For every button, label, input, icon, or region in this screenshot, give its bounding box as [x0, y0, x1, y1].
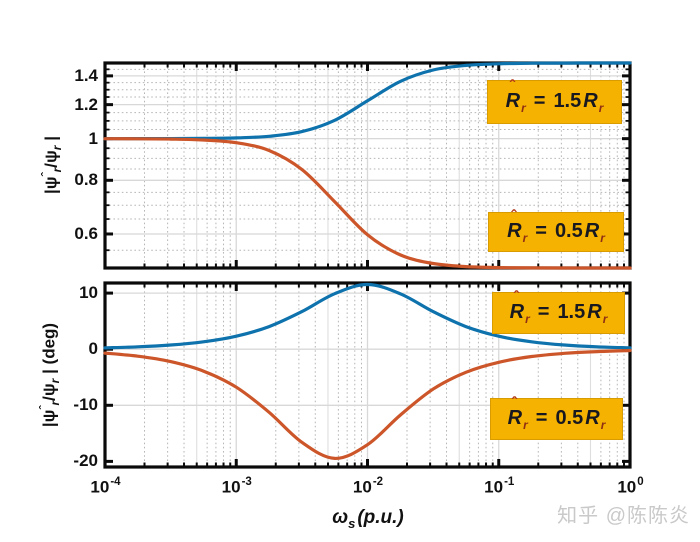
magnitude-y-axis-label: |ψˆr/ψr | [39, 136, 65, 194]
y-tick-label: 0.6 [74, 223, 98, 243]
hat-accent: ˆ [513, 288, 519, 306]
y-tick-label: -20 [73, 451, 98, 471]
x-tick-label: 10-1 [484, 476, 515, 497]
y-tick-label: -10 [73, 395, 98, 415]
y-tick-label: 1.2 [74, 94, 98, 114]
annotation-formula: R ˆ r = 1.5 Rr [509, 288, 608, 326]
annotation-box-phase-0p5: R ˆ r = 0.5 Rr [490, 394, 623, 440]
x-tick-label: 10-2 [352, 476, 384, 497]
x-tick-label: 10-4 [90, 476, 121, 497]
hat-accent: ˆ [511, 394, 517, 412]
curve-blue-phase [103, 282, 632, 350]
annotation-box-mag-1p5: R ˆ r = 1.5 Rr [487, 77, 622, 124]
annotation-formula: R ˆ r = 0.5 Rr [507, 207, 605, 245]
zhihu-watermark: 知乎 @陈陈炎 [557, 505, 690, 527]
y-tick-label: 10 [79, 283, 98, 303]
annotation-box-phase-1p5: R ˆ r = 1.5 Rr [492, 288, 625, 334]
y-tick-label: 1 [88, 128, 98, 148]
y-tick-label: 0.8 [74, 170, 98, 190]
annotation-box-mag-0p5: R ˆ r = 0.5 Rr [488, 207, 624, 252]
annotation-formula: R ˆ r = 1.5 Rr [505, 77, 604, 115]
x-tick-label: 10-3 [221, 476, 252, 497]
x-tick-label: 100 [617, 476, 644, 497]
x-axis-label: ωs (p.u.) [332, 507, 404, 531]
annotation-formula: R ˆ r = 0.5 Rr [507, 394, 606, 432]
curve-orange-magnitude-ratio [103, 137, 632, 270]
hat-accent: ˆ [511, 207, 517, 225]
y-tick-label: 1.4 [74, 65, 98, 85]
y-tick-label: 0 [88, 339, 98, 359]
curve-orange-phase [103, 348, 632, 461]
hat-accent: ˆ [509, 77, 515, 95]
phase-y-axis-label: |ψˆr/ψr | (deg) [37, 322, 63, 428]
